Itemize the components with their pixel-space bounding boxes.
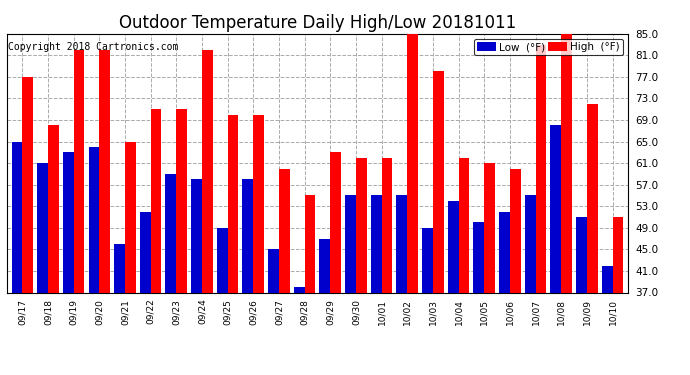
Bar bbox=[253, 115, 264, 292]
Bar bbox=[88, 147, 99, 292]
Bar bbox=[356, 158, 366, 292]
Bar bbox=[74, 50, 84, 292]
Bar bbox=[473, 222, 484, 292]
Bar bbox=[22, 77, 33, 292]
Bar bbox=[217, 228, 228, 292]
Bar bbox=[228, 115, 238, 292]
Bar bbox=[345, 195, 356, 292]
Bar bbox=[510, 168, 521, 292]
Bar bbox=[459, 158, 469, 292]
Bar bbox=[586, 104, 598, 292]
Bar bbox=[176, 109, 187, 292]
Legend: Low  (°F), High  (°F): Low (°F), High (°F) bbox=[474, 39, 622, 56]
Bar bbox=[524, 195, 535, 292]
Bar bbox=[397, 195, 407, 292]
Bar bbox=[576, 217, 586, 292]
Bar bbox=[484, 163, 495, 292]
Bar bbox=[114, 244, 125, 292]
Bar bbox=[191, 179, 202, 292]
Bar bbox=[37, 163, 48, 292]
Bar bbox=[99, 50, 110, 292]
Bar bbox=[166, 174, 176, 292]
Bar bbox=[535, 45, 546, 292]
Bar bbox=[63, 152, 74, 292]
Title: Outdoor Temperature Daily High/Low 20181011: Outdoor Temperature Daily High/Low 20181… bbox=[119, 14, 516, 32]
Bar bbox=[448, 201, 459, 292]
Bar bbox=[125, 142, 136, 292]
Bar bbox=[602, 266, 613, 292]
Bar bbox=[242, 179, 253, 292]
Bar bbox=[407, 34, 418, 292]
Bar bbox=[422, 228, 433, 292]
Bar bbox=[551, 125, 561, 292]
Bar bbox=[304, 195, 315, 292]
Bar bbox=[561, 34, 572, 292]
Bar bbox=[371, 195, 382, 292]
Bar bbox=[48, 125, 59, 292]
Bar bbox=[433, 72, 444, 292]
Bar bbox=[331, 152, 341, 292]
Bar bbox=[319, 238, 331, 292]
Bar bbox=[499, 211, 510, 292]
Bar bbox=[613, 217, 623, 292]
Bar bbox=[268, 249, 279, 292]
Bar bbox=[150, 109, 161, 292]
Bar bbox=[12, 142, 22, 292]
Bar bbox=[140, 211, 150, 292]
Bar bbox=[279, 168, 290, 292]
Text: Copyright 2018 Cartronics.com: Copyright 2018 Cartronics.com bbox=[8, 42, 179, 51]
Bar bbox=[202, 50, 213, 292]
Bar bbox=[294, 287, 304, 292]
Bar bbox=[382, 158, 393, 292]
